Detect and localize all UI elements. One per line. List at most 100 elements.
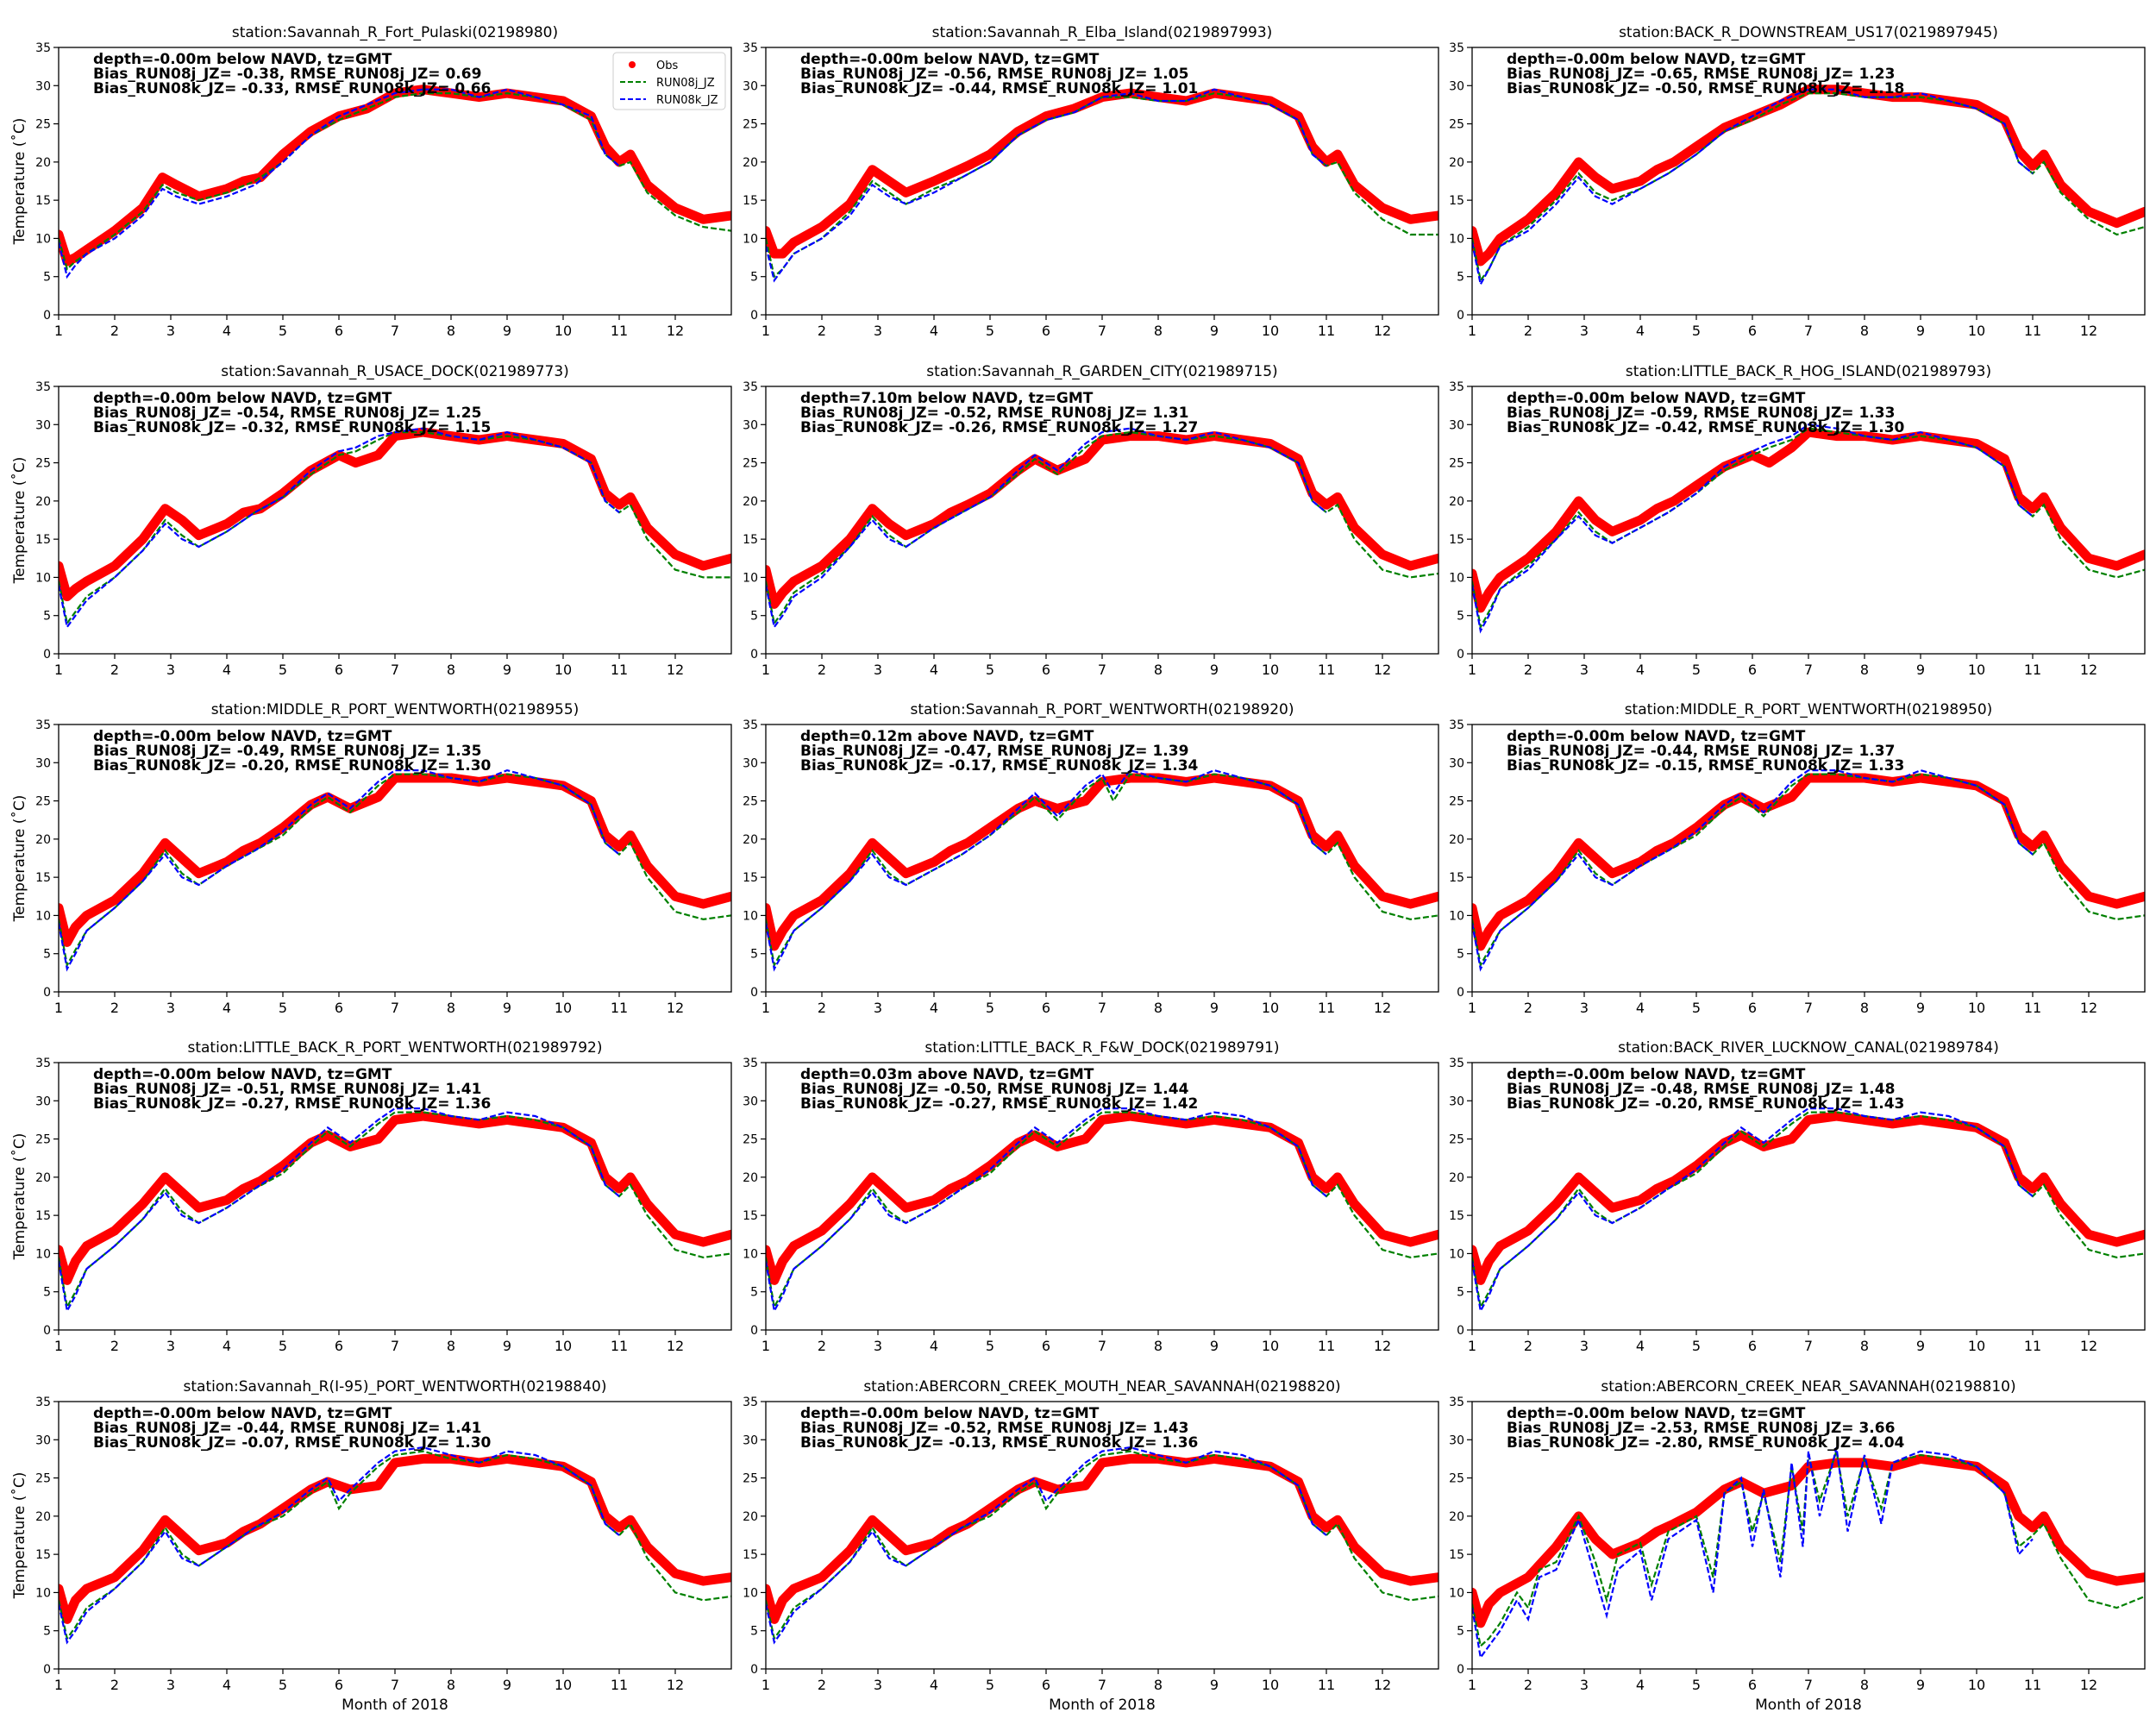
x-tick-label: 2: [818, 1338, 826, 1354]
y-tick-label: 15: [35, 1209, 51, 1223]
x-tick-label: 1: [761, 662, 770, 678]
y-tick-label: 0: [1457, 1663, 1464, 1677]
x-tick-label: 9: [1210, 323, 1219, 339]
x-tick-label: 11: [2024, 1677, 2041, 1693]
x-tick-label: 6: [1748, 1000, 1757, 1016]
x-tick-label: 8: [447, 1000, 455, 1016]
panel-title: station:Savannah_R(I-95)_PORT_WENTWORTH(…: [184, 1378, 607, 1396]
y-axis-label: Temperature (˚C): [10, 457, 28, 585]
y-tick-label: 20: [35, 156, 51, 170]
annotation-line-2: Bias_RUN08j_JZ= -0.52, RMSE_RUN08j_JZ= 1…: [800, 405, 1188, 422]
panel-12: station:BACK_RIVER_LUCKNOW_CANAL(0219897…: [1449, 1039, 2146, 1354]
x-tick-label: 2: [110, 1000, 119, 1016]
x-tick-label: 3: [1580, 662, 1589, 678]
x-tick-label: 5: [986, 1677, 994, 1693]
x-tick-label: 7: [1804, 1677, 1813, 1693]
y-tick-label: 25: [1449, 795, 1464, 809]
x-tick-label: 2: [1524, 323, 1532, 339]
y-tick-label: 30: [1449, 1433, 1464, 1447]
x-tick-label: 6: [1042, 662, 1050, 678]
x-tick-label: 8: [1860, 1000, 1869, 1016]
y-tick-label: 5: [750, 1625, 758, 1639]
legend-label-run08j-jz: RUN08j_JZ: [656, 77, 715, 90]
x-tick-label: 4: [930, 662, 938, 678]
x-tick-label: 4: [222, 323, 231, 339]
series-run08k-jz: [766, 1107, 1327, 1314]
y-tick-label: 20: [743, 495, 758, 509]
x-tick-label: 10: [1968, 1677, 1985, 1693]
y-tick-label: 20: [743, 1171, 758, 1185]
y-tick-label: 5: [750, 948, 758, 962]
annotation-line-1: depth=-0.00m below NAVD, tz=GMT: [1507, 1066, 1806, 1083]
x-tick-label: 12: [667, 1677, 684, 1693]
x-tick-label: 12: [1374, 1677, 1391, 1693]
panel-title: station:Savannah_R_PORT_WENTWORTH(021989…: [911, 701, 1294, 718]
annotation-line-3: Bias_RUN08k_JZ= -0.33, RMSE_RUN08k_JZ= 0…: [93, 80, 491, 97]
x-tick-label: 9: [503, 662, 511, 678]
y-tick-label: 35: [35, 1396, 51, 1409]
y-tick-label: 25: [1449, 1133, 1464, 1147]
panel-11: station:LITTLE_BACK_R_F&W_DOCK(021989791…: [743, 1039, 1439, 1354]
x-tick-label: 5: [1692, 1000, 1701, 1016]
y-tick-label: 5: [750, 1286, 758, 1300]
y-tick-label: 15: [35, 194, 51, 208]
annotation-line-3: Bias_RUN08k_JZ= -0.17, RMSE_RUN08k_JZ= 1…: [800, 757, 1199, 775]
x-tick-label: 6: [335, 323, 343, 339]
y-tick-label: 20: [35, 495, 51, 509]
y-tick-label: 25: [743, 118, 758, 132]
x-tick-label: 3: [874, 1338, 882, 1354]
x-tick-label: 10: [555, 662, 572, 678]
panel-title: station:Savannah_R_GARDEN_CITY(021989715…: [926, 363, 1277, 380]
x-tick-label: 7: [1098, 662, 1106, 678]
y-tick-label: 20: [35, 1510, 51, 1524]
y-tick-label: 25: [35, 795, 51, 809]
x-tick-label: 5: [279, 662, 287, 678]
x-tick-label: 4: [1636, 1338, 1645, 1354]
x-tick-label: 9: [1916, 1338, 1925, 1354]
annotation-line-3: Bias_RUN08k_JZ= -0.26, RMSE_RUN08k_JZ= 1…: [800, 419, 1198, 436]
y-tick-label: 10: [35, 571, 51, 585]
y-axis-label: Temperature (˚C): [10, 1133, 28, 1261]
y-tick-label: 35: [1449, 1057, 1464, 1070]
x-tick-label: 9: [1210, 662, 1219, 678]
x-tick-label: 2: [818, 323, 826, 339]
annotation-line-2: Bias_RUN08j_JZ= -0.38, RMSE_RUN08j_JZ= 0…: [93, 66, 481, 83]
annotation-line-2: Bias_RUN08j_JZ= -0.44, RMSE_RUN08j_JZ= 1…: [93, 1420, 481, 1437]
y-tick-label: 0: [43, 1324, 51, 1338]
plot-frame: [765, 724, 1439, 993]
series-obs: [766, 431, 1438, 609]
x-tick-label: 10: [1968, 323, 1985, 339]
y-tick-label: 10: [1449, 1247, 1464, 1261]
series-group: [1472, 423, 2145, 634]
x-tick-label: 5: [1692, 1677, 1701, 1693]
legend-label-run08k-jz: RUN08k_JZ: [656, 94, 718, 107]
annotation-line-2: Bias_RUN08j_JZ= -0.56, RMSE_RUN08j_JZ= 1…: [800, 66, 1188, 83]
y-tick-label: 5: [750, 271, 758, 285]
x-tick-label: 11: [2024, 323, 2041, 339]
y-tick-label: 15: [35, 533, 51, 547]
y-tick-label: 30: [35, 1433, 51, 1447]
x-tick-label: 8: [447, 662, 455, 678]
legend: Obs RUN08j_JZ RUN08k_JZ: [612, 52, 726, 110]
panel-title: station:LITTLE_BACK_R_HOG_ISLAND(0219897…: [1626, 363, 1991, 380]
annotation-line-1: depth=7.10m below NAVD, tz=GMT: [800, 390, 1094, 407]
y-tick-label: 15: [35, 871, 51, 885]
y-tick-label: 35: [743, 1396, 758, 1409]
series-obs: [766, 88, 1438, 259]
series-group: [1472, 768, 2145, 972]
panel-title: station:Savannah_R_Fort_Pulaski(02198980…: [232, 24, 558, 41]
x-tick-label: 8: [447, 1338, 455, 1354]
annotation-line-2: Bias_RUN08j_JZ= -0.52, RMSE_RUN08j_JZ= 1…: [800, 1420, 1188, 1437]
x-tick-label: 8: [1860, 1677, 1869, 1693]
x-tick-label: 8: [1860, 323, 1869, 339]
y-tick-label: 5: [1457, 1286, 1464, 1300]
y-tick-label: 0: [43, 986, 51, 1000]
legend-marker-obs: [629, 61, 636, 68]
y-tick-label: 25: [35, 1472, 51, 1486]
y-tick-label: 10: [1449, 571, 1464, 585]
series-run08k-jz: [59, 1446, 620, 1645]
x-tick-label: 4: [1636, 323, 1645, 339]
x-tick-label: 12: [667, 323, 684, 339]
x-tick-label: 6: [335, 1000, 343, 1016]
plot-frame: [1471, 1401, 2146, 1670]
